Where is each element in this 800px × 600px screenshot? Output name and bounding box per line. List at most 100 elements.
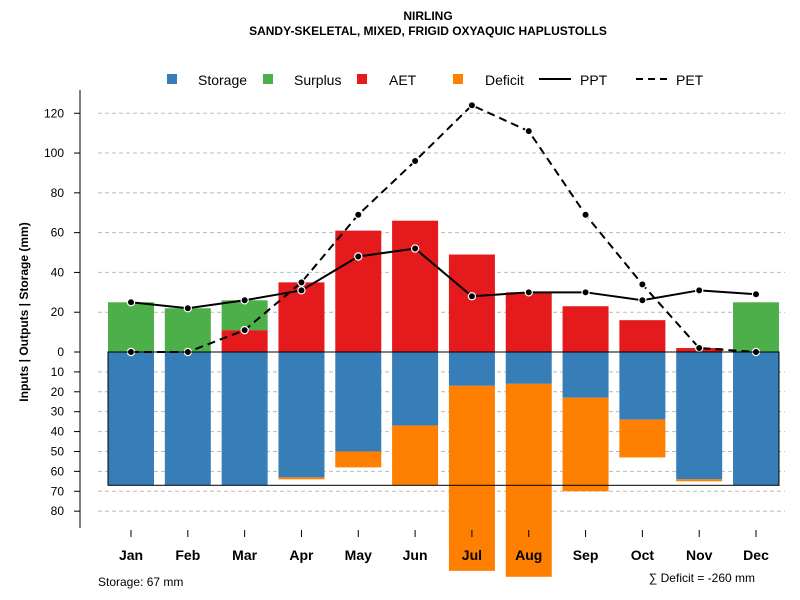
surplus-bar-dec bbox=[733, 302, 780, 352]
pet-point-sep bbox=[581, 210, 590, 219]
storage-bar-aug bbox=[505, 352, 552, 384]
surplus-bar-feb bbox=[164, 308, 211, 352]
x-tick-label-nov: Nov bbox=[686, 547, 713, 563]
ppt-point-feb bbox=[183, 304, 193, 313]
ppt-point-jul bbox=[467, 292, 477, 301]
ppt-point-nov bbox=[695, 286, 704, 295]
y-tick-label-lower-30: 30 bbox=[51, 405, 65, 419]
deficit-bar-nov bbox=[676, 479, 723, 482]
y-tick-label-lower-80: 80 bbox=[51, 504, 65, 518]
ppt-point-mar bbox=[240, 296, 249, 305]
ppt-line bbox=[130, 247, 757, 310]
storage-bar-nov bbox=[676, 352, 723, 480]
pet-point-may bbox=[354, 210, 363, 219]
footer-deficit-label: ∑ Deficit = -260 mm bbox=[649, 571, 755, 585]
pet-point-nov bbox=[695, 343, 704, 353]
storage-bar-mar bbox=[221, 352, 268, 486]
y-tick-label-lower-70: 70 bbox=[51, 484, 65, 498]
surplus-bar-jan bbox=[108, 302, 154, 352]
pet-point-jun bbox=[410, 156, 420, 166]
deficit-bar-apr bbox=[278, 477, 325, 480]
ppt-point-may bbox=[354, 252, 363, 261]
x-tick-label-aug: Aug bbox=[515, 547, 542, 563]
aet-bar-jun bbox=[392, 220, 439, 352]
deficit-bar-jul bbox=[448, 385, 495, 571]
y-axis-label: Inputs | Outputs | Storage (mm) bbox=[17, 222, 31, 401]
legend-label-aet: AET bbox=[389, 72, 417, 88]
aet-bar-sep bbox=[562, 306, 609, 352]
x-tick-label-apr: Apr bbox=[289, 547, 314, 563]
legend-label-storage: Storage bbox=[198, 72, 247, 88]
y-tick-label-upper-80: 80 bbox=[51, 186, 65, 200]
storage-bar-jan bbox=[108, 352, 154, 486]
storage-bar-dec bbox=[733, 352, 780, 486]
pet-point-oct bbox=[638, 280, 647, 289]
legend-label-pet: PET bbox=[676, 72, 704, 88]
x-tick-label-dec: Dec bbox=[743, 547, 769, 563]
y-tick-label-lower-60: 60 bbox=[51, 464, 65, 478]
storage-bar-sep bbox=[562, 352, 609, 398]
deficit-bar-jun bbox=[392, 425, 439, 486]
ppt-point-oct bbox=[638, 296, 647, 305]
storage-bar-feb bbox=[164, 352, 211, 486]
legend: Storage Surplus AET Deficit PPT PET bbox=[167, 72, 704, 88]
legend-swatch-aet bbox=[357, 74, 367, 84]
ppt-point-sep bbox=[581, 288, 590, 297]
x-tick-label-jul: Jul bbox=[462, 547, 482, 563]
pet-point-mar bbox=[240, 325, 249, 335]
footer-storage-label: Storage: 67 mm bbox=[98, 575, 183, 589]
x-tick-label-sep: Sep bbox=[573, 547, 599, 563]
chart-title: NIRLING bbox=[403, 9, 452, 23]
pet-point-apr bbox=[297, 278, 306, 287]
legend-label-deficit: Deficit bbox=[485, 72, 524, 88]
deficit-bar-oct bbox=[619, 419, 666, 458]
deficit-bar-sep bbox=[562, 397, 609, 492]
pet-point-jul bbox=[467, 101, 477, 110]
legend-swatch-storage bbox=[167, 74, 177, 84]
y-tick-label-upper-20: 20 bbox=[51, 305, 65, 319]
bars-layer bbox=[108, 220, 780, 577]
y-tick-label-lower-50: 50 bbox=[51, 444, 65, 458]
aet-bar-may bbox=[335, 230, 382, 352]
storage-bar-oct bbox=[619, 352, 666, 420]
legend-label-surplus: Surplus bbox=[294, 72, 341, 88]
x-tick-label-mar: Mar bbox=[232, 547, 257, 563]
y-tick-label-lower-10: 10 bbox=[51, 365, 65, 379]
pet-line bbox=[131, 104, 757, 353]
ppt-point-apr bbox=[297, 286, 306, 295]
storage-bar-jun bbox=[392, 352, 439, 426]
y-tick-label-upper-0: 0 bbox=[57, 345, 64, 359]
chart-subtitle: SANDY-SKELETAL, MIXED, FRIGID OXYAQUIC H… bbox=[249, 24, 607, 38]
storage-bar-apr bbox=[278, 352, 325, 478]
x-tick-label-may: May bbox=[345, 547, 372, 563]
y-tick-label-upper-120: 120 bbox=[44, 106, 64, 120]
legend-label-ppt: PPT bbox=[580, 72, 608, 88]
ppt-point-jun bbox=[410, 244, 420, 253]
y-tick-label-lower-40: 40 bbox=[51, 425, 65, 439]
deficit-bar-aug bbox=[505, 383, 552, 577]
x-tick-label-feb: Feb bbox=[175, 547, 200, 563]
y-tick-label-upper-60: 60 bbox=[51, 226, 65, 240]
aet-bar-oct bbox=[619, 320, 666, 352]
y-tick-label-lower-20: 20 bbox=[51, 385, 65, 399]
legend-swatch-surplus bbox=[263, 74, 273, 84]
ppt-point-aug bbox=[524, 288, 533, 297]
y-tick-label-upper-100: 100 bbox=[44, 146, 64, 160]
axes-layer: 0 20 40 60 80 100 120 10 20 30 40 50 60 70 80 Jan Feb Mar… bbox=[44, 90, 780, 563]
surplus-bar-mar bbox=[221, 300, 268, 331]
ppt-point-jan bbox=[126, 298, 136, 307]
deficit-bar-may bbox=[335, 451, 382, 468]
aet-bar-jul bbox=[448, 254, 495, 352]
x-tick-label-jun: Jun bbox=[403, 547, 428, 563]
storage-bar-may bbox=[335, 352, 382, 452]
x-tick-label-oct: Oct bbox=[631, 547, 655, 563]
lines-layer bbox=[126, 101, 761, 357]
grid-lines bbox=[98, 112, 785, 512]
legend-swatch-deficit bbox=[453, 74, 463, 84]
ppt-point-dec bbox=[751, 290, 761, 299]
x-tick-label-jan: Jan bbox=[119, 547, 143, 563]
y-tick-label-upper-40: 40 bbox=[51, 265, 65, 279]
pet-point-aug bbox=[524, 126, 533, 136]
storage-bar-jul bbox=[448, 352, 495, 386]
